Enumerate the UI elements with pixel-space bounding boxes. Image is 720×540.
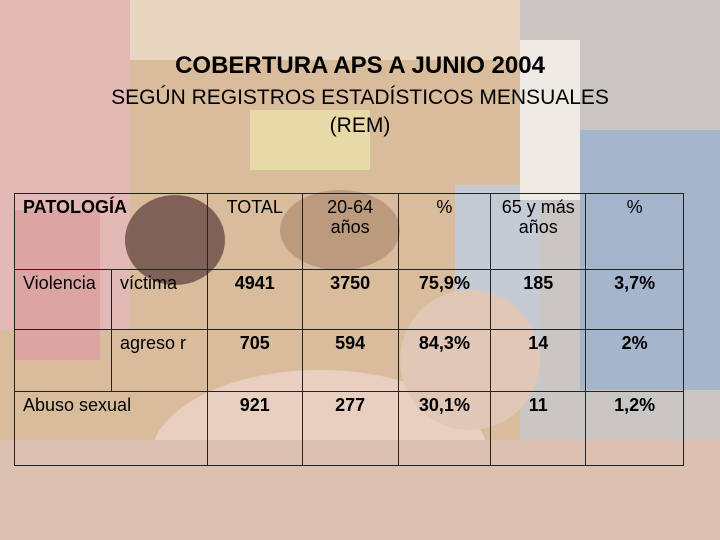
row-total: 921: [206, 391, 303, 466]
row-65: 185: [490, 269, 587, 330]
header-total: TOTAL: [206, 193, 303, 270]
header-20-64: 20-64 años: [301, 193, 399, 270]
slide-title: COBERTURA APS A JUNIO 2004: [175, 52, 545, 79]
row-20-64: 277: [301, 391, 399, 466]
row-group: [14, 329, 112, 392]
header-65: 65 y más años: [490, 193, 587, 270]
row-20-64: 594: [301, 329, 399, 392]
header-pct-20-64: %: [397, 193, 492, 270]
row-pct-65: 1,2%: [585, 391, 684, 466]
row-total: 4941: [206, 269, 303, 330]
row-pct-20-64: 75,9%: [397, 269, 492, 330]
row-20-64: 3750: [301, 269, 399, 330]
subtitle-line-rem: (REM): [329, 114, 391, 137]
table-row: Abuso sexual 921 277 30,1% 11 1,2%: [14, 391, 684, 466]
row-pct-65: 2%: [585, 329, 684, 392]
row-pct-20-64: 30,1%: [397, 391, 492, 466]
row-total: 705: [206, 329, 303, 392]
header-pct-65: %: [585, 193, 684, 270]
table-header-row: PATOLOGÍA TOTAL 20-64 años % 65 y más añ…: [14, 193, 684, 270]
table-row: Violencia víctima 4941 3750 75,9% 185 3,…: [14, 269, 684, 330]
slide-subtitle: SEGÚN REGISTROS ESTADÍSTICOS MENSUALES (…: [60, 84, 660, 140]
table-row: agreso r 705 594 84,3% 14 2%: [14, 329, 684, 392]
row-pct-20-64: 84,3%: [397, 329, 492, 392]
row-65: 11: [490, 391, 587, 466]
subtitle-line: SEGÚN REGISTROS ESTADÍSTICOS MENSUALES: [111, 86, 609, 109]
row-pct-65: 3,7%: [585, 269, 684, 330]
coverage-table: PATOLOGÍA TOTAL 20-64 años % 65 y más añ…: [14, 193, 684, 466]
row-group: Violencia: [14, 269, 112, 330]
row-sub: agreso r: [110, 329, 208, 392]
row-sub: víctima: [110, 269, 208, 330]
row-group: Abuso sexual: [14, 391, 208, 466]
row-65: 14: [490, 329, 587, 392]
header-patologia: PATOLOGÍA: [14, 193, 208, 270]
